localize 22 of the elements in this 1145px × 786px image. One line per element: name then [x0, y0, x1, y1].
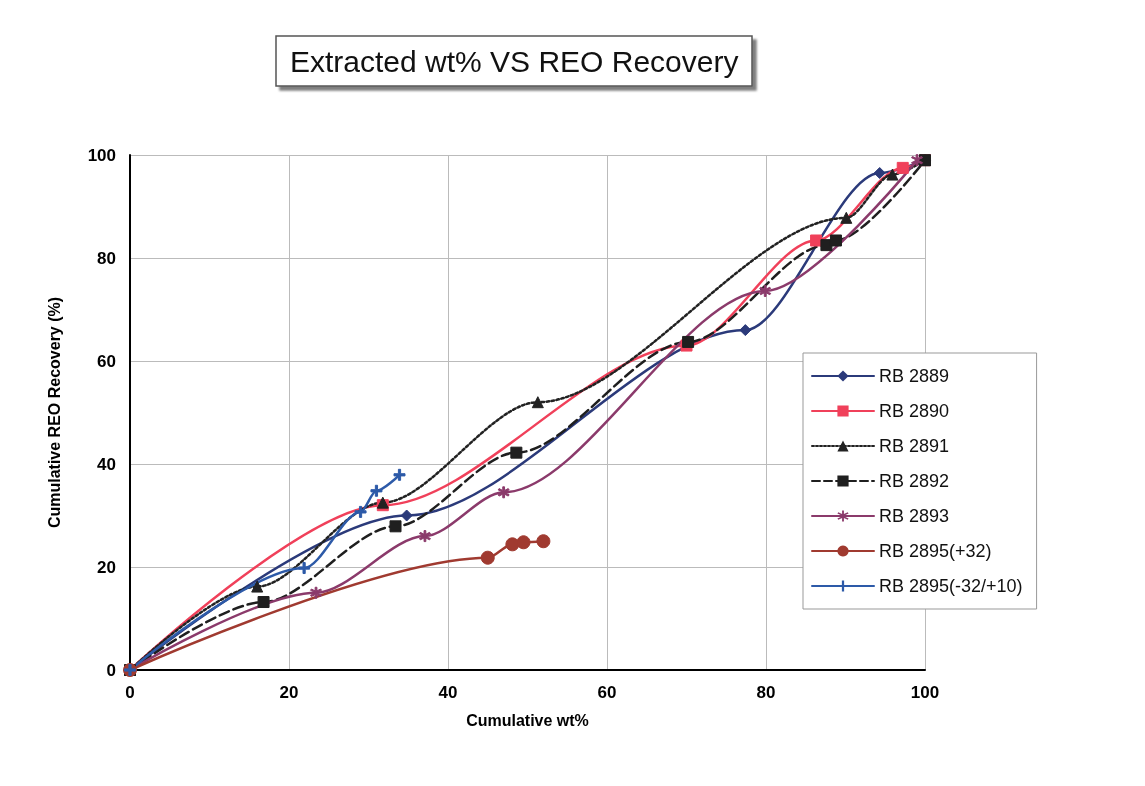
y-axis-title: Cumulative REO Recovery (%) — [45, 296, 63, 529]
legend-label: RB 2895(+32) — [879, 541, 992, 561]
x-axis-title: Cumulative wt% — [466, 711, 589, 729]
chart-title: Extracted wt% VS REO Recovery — [290, 44, 739, 78]
x-tick-label: 0 — [125, 683, 135, 702]
x-tick-label: 80 — [756, 683, 776, 702]
legend-label: RB 2893 — [879, 506, 950, 526]
legend-label: RB 2892 — [879, 471, 950, 491]
y-tick-label: 0 — [106, 660, 116, 680]
legend-label: RB 2889 — [879, 366, 950, 386]
y-tick-label: 40 — [97, 454, 116, 474]
y-tick-label: 60 — [97, 351, 116, 371]
legend-label: RB 2890 — [879, 401, 950, 421]
legend-label: RB 2891 — [879, 436, 950, 456]
x-tick-label: 20 — [279, 683, 299, 702]
legend-label: RB 2895(-32/+10) — [879, 576, 1023, 596]
x-tick-label: 100 — [910, 683, 940, 702]
y-tick-label: 100 — [87, 145, 116, 165]
y-tick-label: 20 — [97, 557, 116, 577]
y-tick-label: 80 — [97, 248, 116, 268]
x-tick-label: 40 — [438, 683, 458, 702]
x-tick-label: 60 — [597, 683, 617, 702]
